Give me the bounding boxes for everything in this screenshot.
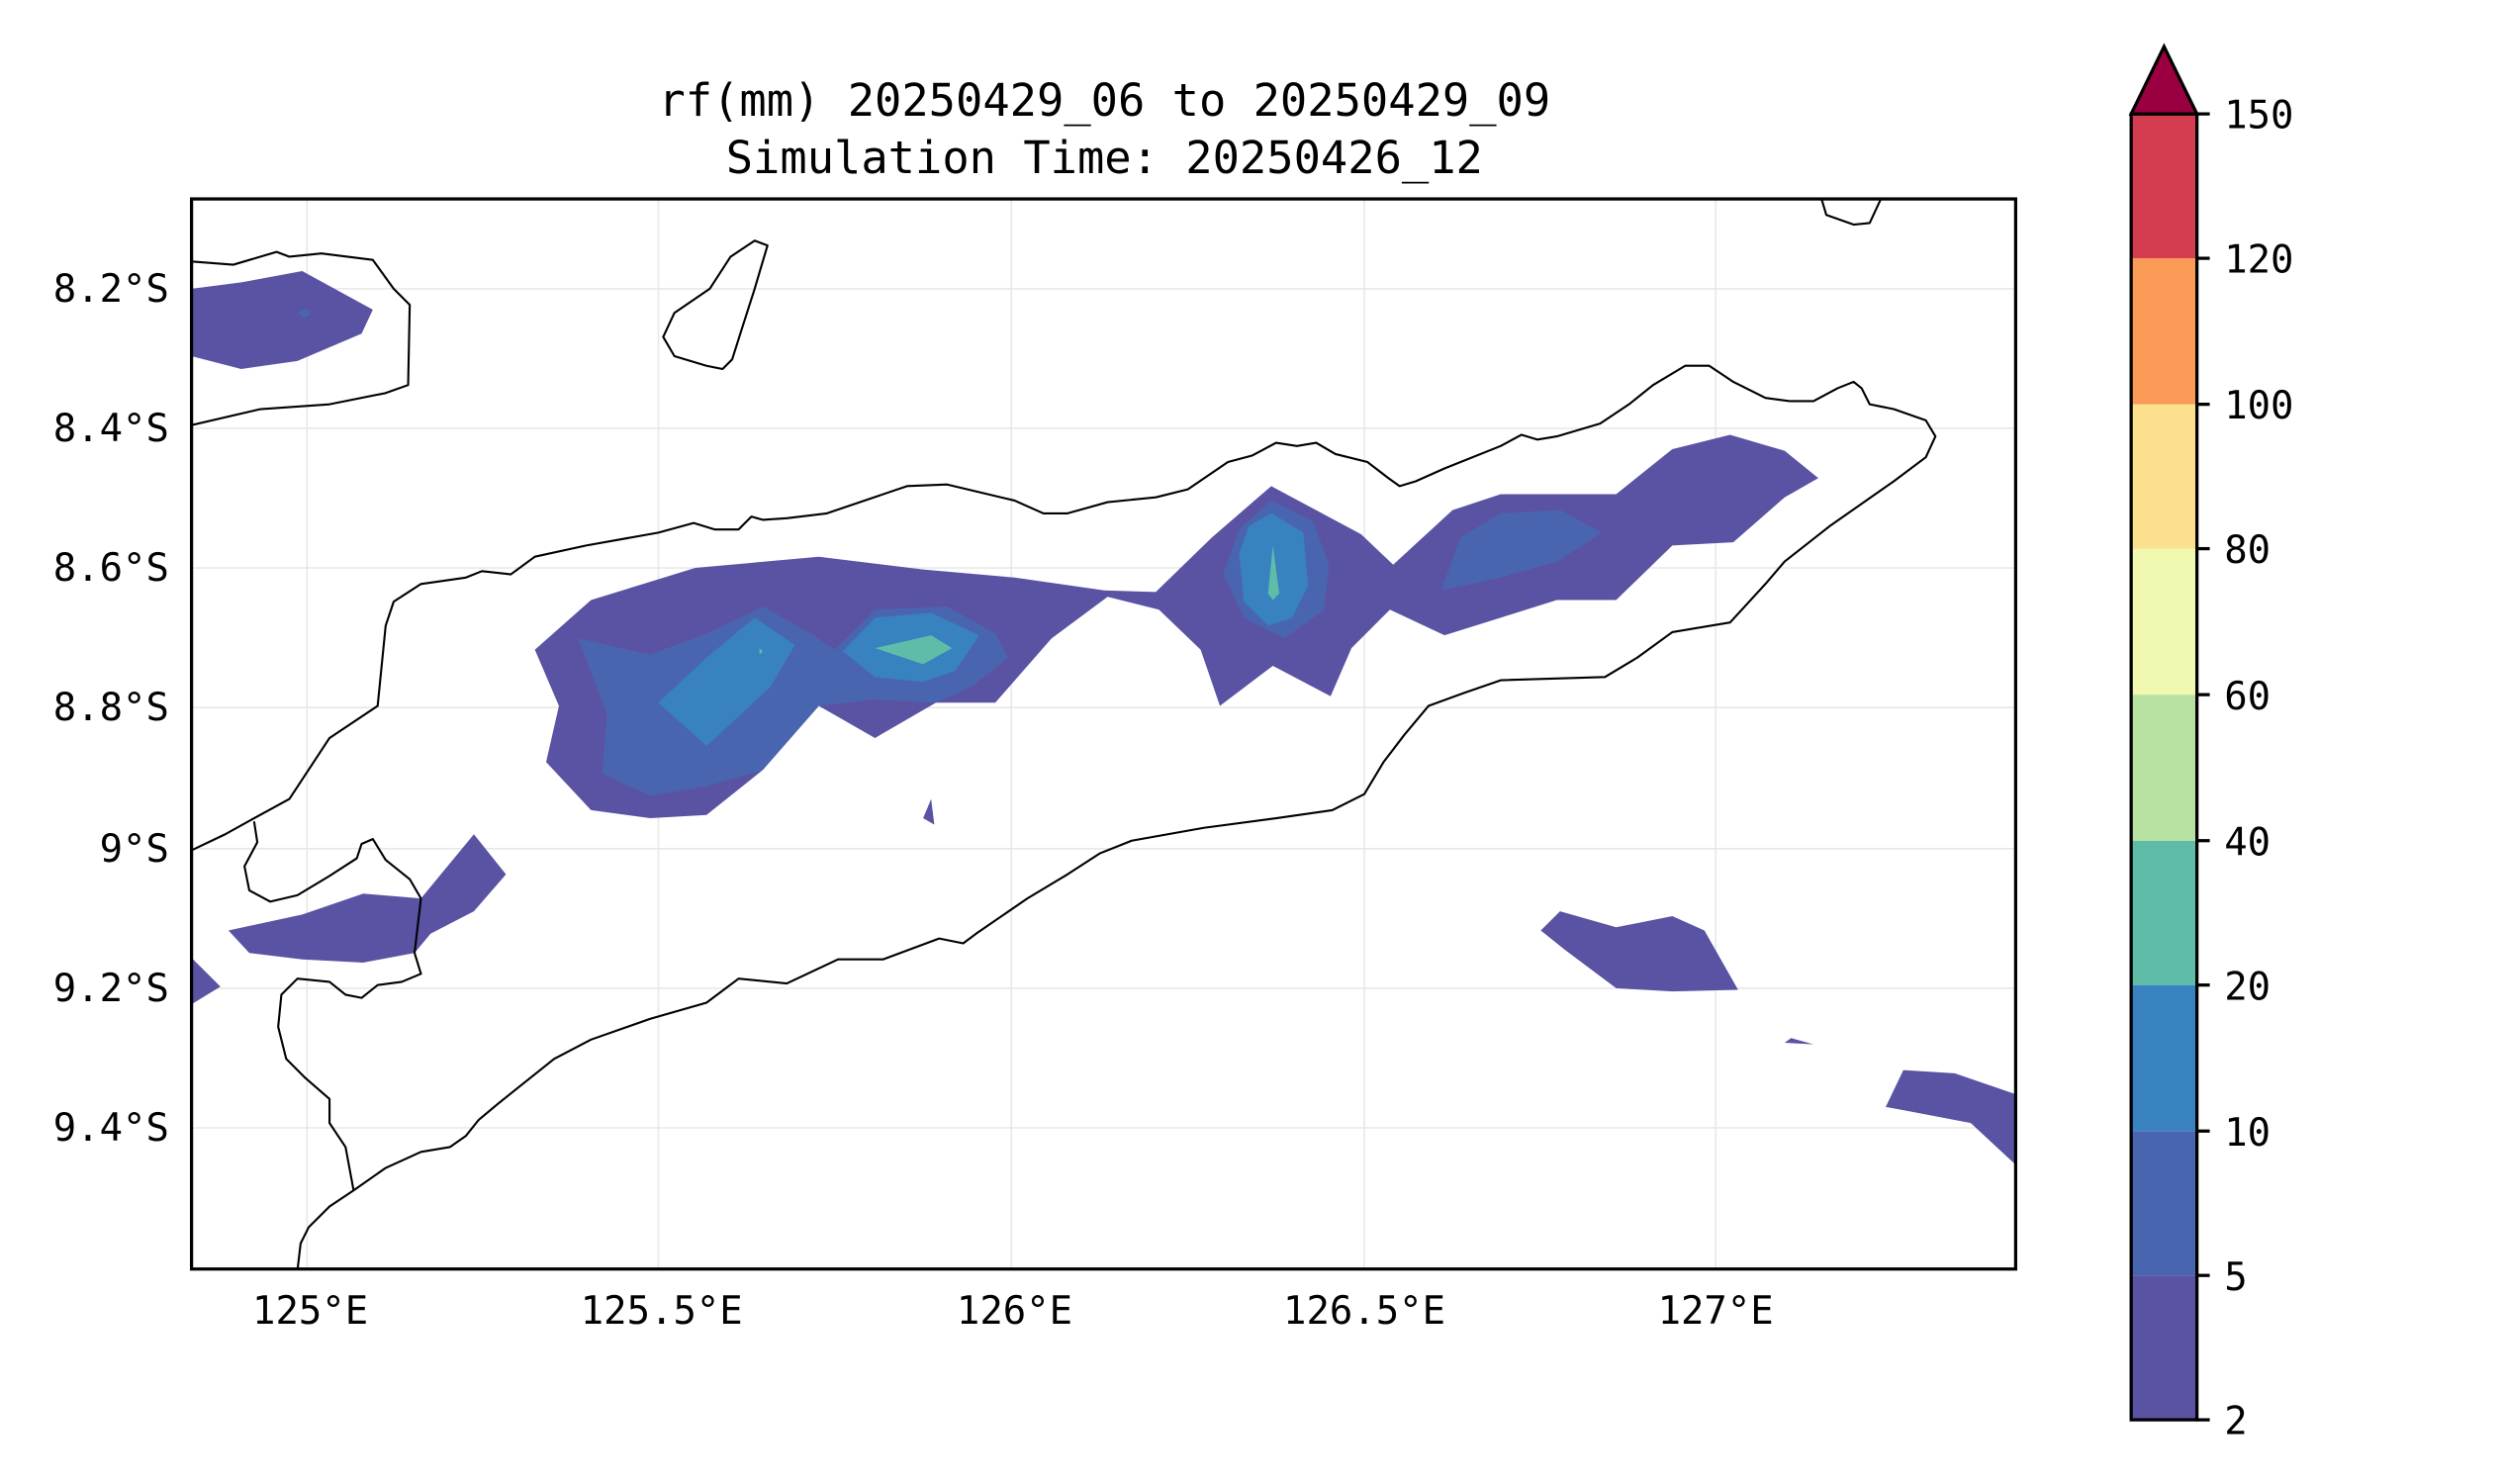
colorbar-labels: 2 5 10 20 40 60 80 100 120 150 [2224, 94, 2293, 1444]
chart-title-line2: Simulation Time: 20250426_12 [726, 132, 1483, 184]
colorbar-label: 120 [2224, 238, 2293, 283]
colorbar-label: 150 [2224, 94, 2293, 139]
colorbar-label: 40 [2224, 820, 2271, 865]
colorbar-segment-100-120 [2131, 258, 2197, 405]
y-axis: 8.2°S 8.4°S 8.6°S 8.8°S 9°S 9.2°S 9.4°S [53, 267, 169, 1151]
colorbar-frame [2129, 112, 2199, 1422]
colorbar-segment-40-60 [2131, 695, 2197, 841]
map-frame [189, 197, 2018, 1271]
colorbar-ticks [2196, 112, 2210, 1422]
colorbar-label: 10 [2224, 1111, 2271, 1156]
colorbar-label: 60 [2224, 675, 2271, 719]
colorbar-label: 5 [2224, 1255, 2247, 1300]
y-tick-label: 9°S [100, 827, 169, 872]
colorbar-segment-120-150 [2131, 114, 2197, 259]
colorbar-label: 2 [2224, 1400, 2247, 1444]
x-axis: 125°E 125.5°E 126°E 126.5°E 127°E [252, 1289, 1774, 1334]
gridlines [191, 199, 2016, 1269]
x-tick-label: 126.5°E [1283, 1289, 1445, 1334]
x-tick-label: 127°E [1658, 1289, 1774, 1334]
y-tick-label: 8.6°S [53, 546, 169, 591]
x-tick-label: 125.5°E [581, 1289, 743, 1334]
colorbar-label: 80 [2224, 528, 2271, 573]
colorbar-segment-20-40 [2131, 840, 2197, 985]
colorbar-segment-2-5 [2131, 1275, 2197, 1421]
colorbar-label: 100 [2224, 384, 2293, 428]
y-tick-label: 8.2°S [53, 267, 169, 312]
y-tick-label: 8.8°S [53, 686, 169, 730]
map-plot-area [189, 197, 2018, 1271]
contour-20-40mm [759, 545, 1280, 665]
coastlines [191, 199, 1937, 1269]
colorbar: 2 5 10 20 40 60 80 100 120 150 [2128, 43, 2293, 1444]
colorbar-segment-80-100 [2131, 404, 2197, 549]
colorbar-segment-5-10 [2131, 1131, 2197, 1276]
x-tick-label: 125°E [252, 1289, 368, 1334]
y-tick-label: 9.2°S [53, 967, 169, 1011]
rainfall-contours [191, 271, 2016, 1165]
colorbar-label: 20 [2224, 965, 2271, 1009]
chart-title-line1: rf(mm) 20250429_06 to 20250429_09 [658, 74, 1550, 127]
y-tick-label: 8.4°S [53, 407, 169, 451]
colorbar-segment-60-80 [2131, 548, 2197, 696]
colorbar-segment-10-20 [2131, 984, 2197, 1132]
x-tick-label: 126°E [957, 1289, 1072, 1334]
y-tick-label: 9.4°S [53, 1106, 169, 1151]
colorbar-extend-arrow [2128, 43, 2200, 116]
